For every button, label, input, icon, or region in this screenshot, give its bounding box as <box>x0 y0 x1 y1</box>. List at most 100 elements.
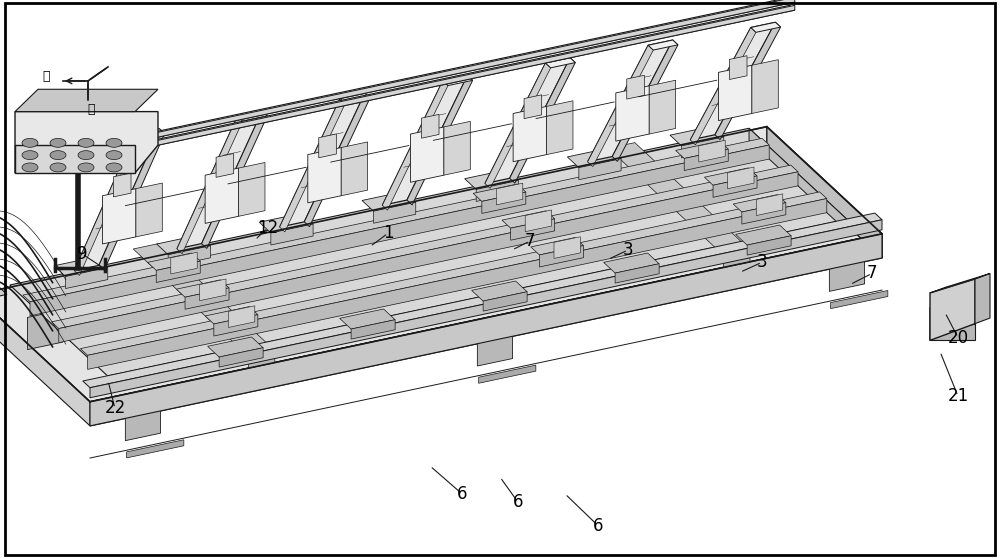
Polygon shape <box>15 145 135 173</box>
Circle shape <box>50 163 66 172</box>
Polygon shape <box>59 172 798 343</box>
Polygon shape <box>280 99 345 232</box>
Polygon shape <box>156 261 200 282</box>
Polygon shape <box>74 129 159 271</box>
Circle shape <box>22 163 38 172</box>
Polygon shape <box>476 180 518 201</box>
Polygon shape <box>374 202 416 223</box>
Polygon shape <box>23 138 769 302</box>
Polygon shape <box>547 101 573 155</box>
Polygon shape <box>340 93 370 103</box>
Circle shape <box>78 163 94 172</box>
Polygon shape <box>472 281 527 301</box>
Circle shape <box>106 151 122 160</box>
Polygon shape <box>157 235 210 254</box>
Polygon shape <box>588 45 653 167</box>
Polygon shape <box>616 86 649 141</box>
Polygon shape <box>280 93 365 227</box>
Polygon shape <box>30 145 769 316</box>
Polygon shape <box>308 147 341 203</box>
Polygon shape <box>682 137 724 158</box>
Text: 7: 7 <box>525 232 535 250</box>
Polygon shape <box>177 116 243 254</box>
Polygon shape <box>259 213 313 233</box>
Polygon shape <box>627 75 644 99</box>
Text: 22: 22 <box>104 400 126 417</box>
Polygon shape <box>539 246 583 267</box>
Polygon shape <box>99 129 165 270</box>
Polygon shape <box>742 203 786 224</box>
Polygon shape <box>171 252 197 274</box>
Polygon shape <box>0 127 882 402</box>
Polygon shape <box>239 162 265 217</box>
Polygon shape <box>612 40 678 161</box>
Polygon shape <box>729 56 747 80</box>
Polygon shape <box>615 264 659 283</box>
Polygon shape <box>479 365 536 383</box>
Polygon shape <box>567 148 621 167</box>
Polygon shape <box>829 252 865 291</box>
Circle shape <box>78 138 94 147</box>
Polygon shape <box>608 143 750 256</box>
Text: 20: 20 <box>947 329 969 347</box>
Polygon shape <box>379 235 415 275</box>
Polygon shape <box>90 234 882 426</box>
Polygon shape <box>237 111 267 121</box>
Polygon shape <box>524 95 542 119</box>
Text: 6: 6 <box>457 485 467 503</box>
Circle shape <box>50 151 66 160</box>
Polygon shape <box>214 315 258 336</box>
Polygon shape <box>0 295 90 426</box>
Text: 左: 左 <box>87 103 95 117</box>
Polygon shape <box>718 65 752 121</box>
Polygon shape <box>88 199 827 369</box>
Polygon shape <box>248 350 275 368</box>
Polygon shape <box>699 140 725 162</box>
Polygon shape <box>485 58 570 184</box>
Polygon shape <box>362 191 416 211</box>
Polygon shape <box>271 224 313 245</box>
Polygon shape <box>831 291 888 309</box>
Polygon shape <box>382 81 448 210</box>
Text: 3: 3 <box>623 241 633 259</box>
Polygon shape <box>112 0 795 146</box>
Polygon shape <box>728 167 754 189</box>
Polygon shape <box>127 440 184 458</box>
Polygon shape <box>704 168 757 185</box>
Polygon shape <box>351 320 395 339</box>
Polygon shape <box>747 235 791 255</box>
Polygon shape <box>604 253 659 273</box>
Polygon shape <box>511 219 555 240</box>
Polygon shape <box>676 141 728 158</box>
Polygon shape <box>74 134 140 276</box>
Polygon shape <box>216 153 234 177</box>
Polygon shape <box>752 60 778 113</box>
Polygon shape <box>10 128 847 376</box>
Text: 6: 6 <box>593 517 603 535</box>
Polygon shape <box>502 211 555 228</box>
Polygon shape <box>670 126 724 146</box>
Polygon shape <box>531 238 583 255</box>
Text: 12: 12 <box>257 219 279 237</box>
Polygon shape <box>724 250 750 267</box>
Polygon shape <box>930 279 975 340</box>
Text: 21: 21 <box>947 387 969 405</box>
Polygon shape <box>15 89 158 112</box>
Polygon shape <box>52 165 798 329</box>
Polygon shape <box>684 149 728 171</box>
Polygon shape <box>513 107 547 162</box>
Polygon shape <box>168 246 210 267</box>
Polygon shape <box>736 225 791 245</box>
Polygon shape <box>930 291 975 340</box>
Polygon shape <box>477 326 513 366</box>
Polygon shape <box>202 111 267 248</box>
Polygon shape <box>340 309 395 329</box>
Polygon shape <box>554 237 580 258</box>
Polygon shape <box>319 134 336 158</box>
Polygon shape <box>465 170 518 189</box>
Polygon shape <box>482 192 526 213</box>
Polygon shape <box>483 292 527 311</box>
Text: 9: 9 <box>77 245 87 263</box>
Polygon shape <box>66 267 108 288</box>
Polygon shape <box>715 22 781 140</box>
